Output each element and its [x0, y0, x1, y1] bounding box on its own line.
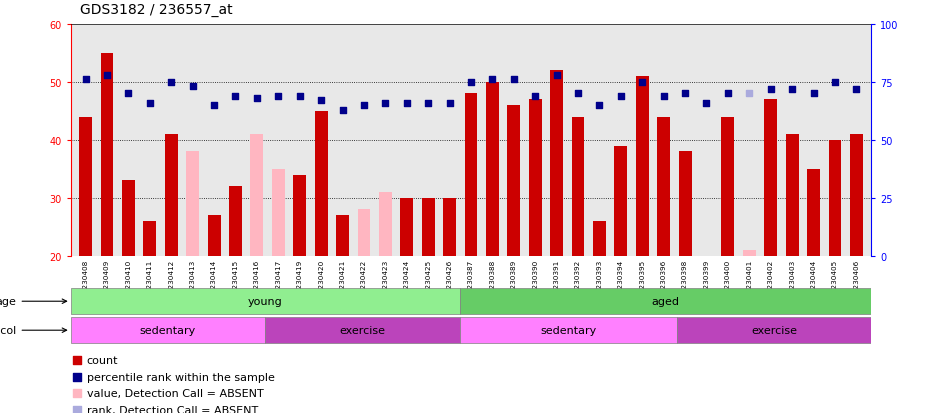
Point	[421, 100, 436, 107]
Bar	[272, 169, 284, 372]
Text: GDS3182 / 236557_at: GDS3182 / 236557_at	[80, 2, 233, 17]
Point	[292, 93, 307, 100]
Bar	[722, 117, 735, 372]
Bar	[400, 198, 414, 372]
Text: count: count	[87, 355, 118, 365]
Bar	[315, 112, 328, 372]
Point	[463, 79, 479, 86]
Point	[785, 86, 800, 93]
Bar	[422, 198, 434, 372]
Bar	[336, 216, 349, 372]
Text: rank, Detection Call = ABSENT: rank, Detection Call = ABSENT	[87, 405, 258, 413]
Text: age: age	[0, 297, 67, 306]
Bar	[143, 221, 156, 372]
Point	[356, 102, 371, 109]
Bar	[700, 273, 713, 372]
Text: aged: aged	[652, 297, 680, 306]
Bar	[122, 181, 135, 372]
Bar	[676, 317, 871, 344]
Bar	[251, 135, 264, 372]
Point	[121, 91, 136, 97]
Bar	[266, 317, 461, 344]
Bar	[187, 152, 199, 372]
Point	[677, 91, 692, 97]
Point	[806, 91, 821, 97]
Point	[69, 406, 84, 413]
Text: exercise: exercise	[751, 325, 797, 335]
Bar	[165, 135, 178, 372]
Point	[399, 100, 414, 107]
Point	[549, 72, 564, 79]
Point	[335, 107, 350, 114]
Bar	[528, 100, 542, 372]
Point	[442, 100, 457, 107]
Point	[827, 79, 842, 86]
Point	[228, 93, 243, 100]
Bar	[71, 317, 266, 344]
Bar	[229, 187, 242, 372]
Point	[186, 84, 201, 90]
Bar	[550, 71, 563, 372]
Point	[528, 93, 543, 100]
Bar	[358, 210, 370, 372]
Point	[164, 79, 179, 86]
Bar	[572, 117, 584, 372]
Point	[378, 100, 393, 107]
Bar	[508, 106, 520, 372]
Bar	[101, 54, 113, 372]
Point	[485, 77, 500, 83]
Bar	[461, 317, 676, 344]
Bar	[829, 140, 841, 372]
Point	[592, 102, 607, 109]
Text: exercise: exercise	[340, 325, 386, 335]
Bar	[207, 216, 220, 372]
Text: protocol: protocol	[0, 325, 67, 335]
Point	[250, 95, 265, 102]
Point	[657, 93, 672, 100]
Point	[849, 86, 864, 93]
Point	[270, 93, 285, 100]
Point	[142, 100, 157, 107]
Bar	[464, 94, 478, 372]
Bar	[71, 288, 461, 315]
Point	[69, 390, 84, 396]
Text: sedentary: sedentary	[140, 325, 196, 335]
Bar	[461, 288, 871, 315]
Bar	[443, 198, 456, 372]
Point	[763, 86, 778, 93]
Point	[741, 91, 756, 97]
Point	[69, 373, 84, 380]
Bar	[658, 117, 670, 372]
Bar	[850, 135, 863, 372]
Text: percentile rank within the sample: percentile rank within the sample	[87, 372, 274, 382]
Point	[699, 100, 714, 107]
Bar	[636, 77, 649, 372]
Bar	[79, 117, 92, 372]
Bar	[379, 192, 392, 372]
Point	[69, 357, 84, 363]
Point	[206, 102, 221, 109]
Point	[100, 72, 115, 79]
Bar	[614, 146, 627, 372]
Bar	[786, 135, 799, 372]
Bar	[743, 250, 755, 372]
Point	[78, 77, 93, 83]
Point	[571, 91, 586, 97]
Text: sedentary: sedentary	[541, 325, 596, 335]
Point	[506, 77, 521, 83]
Bar	[486, 83, 499, 372]
Text: young: young	[248, 297, 283, 306]
Point	[314, 98, 329, 104]
Bar	[593, 221, 606, 372]
Point	[721, 91, 736, 97]
Bar	[764, 100, 777, 372]
Bar	[678, 152, 691, 372]
Point	[635, 79, 650, 86]
Point	[613, 93, 628, 100]
Text: value, Detection Call = ABSENT: value, Detection Call = ABSENT	[87, 388, 264, 398]
Bar	[293, 175, 306, 372]
Bar	[807, 169, 820, 372]
